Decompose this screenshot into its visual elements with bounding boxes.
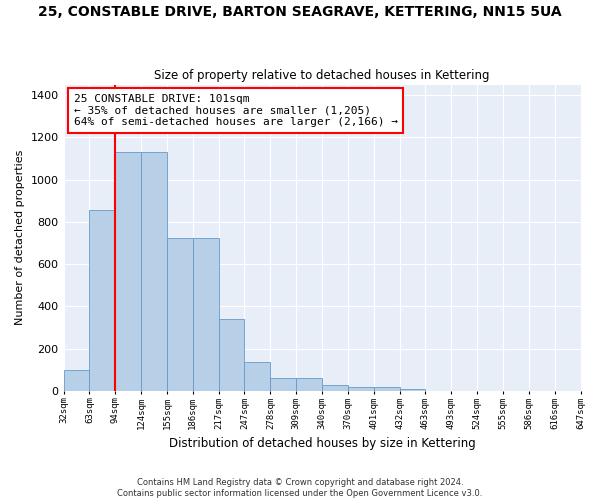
Text: 25, CONSTABLE DRIVE, BARTON SEAGRAVE, KETTERING, NN15 5UA: 25, CONSTABLE DRIVE, BARTON SEAGRAVE, KE… (38, 5, 562, 19)
Bar (244, 362, 271, 391)
Bar (89, 210, 115, 391)
Bar (64, 370, 89, 391)
Text: Contains HM Land Registry data © Crown copyright and database right 2024.
Contai: Contains HM Land Registry data © Crown c… (118, 478, 482, 498)
Bar (141, 152, 167, 391)
Title: Size of property relative to detached houses in Kettering: Size of property relative to detached ho… (154, 69, 490, 82)
Bar (400, 388, 425, 391)
Bar (193, 238, 218, 391)
Bar (296, 378, 322, 391)
Bar (271, 378, 296, 391)
Bar (348, 386, 374, 391)
Bar (374, 386, 400, 391)
X-axis label: Distribution of detached houses by size in Kettering: Distribution of detached houses by size … (169, 437, 475, 450)
Bar (218, 319, 244, 391)
Bar (115, 152, 141, 391)
Bar (167, 238, 193, 391)
Y-axis label: Number of detached properties: Number of detached properties (15, 150, 25, 326)
Bar (322, 384, 348, 391)
Text: 25 CONSTABLE DRIVE: 101sqm
← 35% of detached houses are smaller (1,205)
64% of s: 25 CONSTABLE DRIVE: 101sqm ← 35% of deta… (74, 94, 398, 127)
